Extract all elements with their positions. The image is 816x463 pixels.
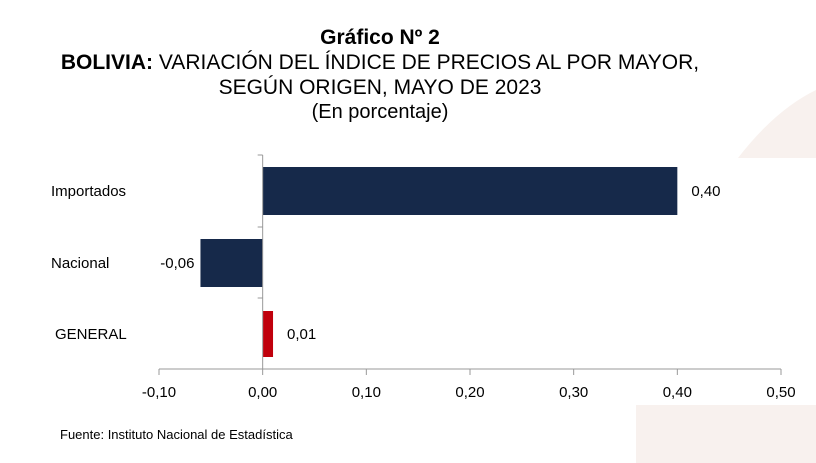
- chart-title-line1: BOLIVIA: VARIACIÓN DEL ÍNDICE DE PRECIOS…: [0, 50, 760, 75]
- x-tick-label: 0,30: [559, 384, 588, 401]
- x-tick-label: 0,00: [248, 384, 277, 401]
- bar-general: [262, 311, 274, 357]
- bar-nacional: [200, 239, 263, 287]
- data-label: -0,06: [160, 255, 194, 272]
- chart-titles: Gráfico Nº 2 BOLIVIA: VARIACIÓN DEL ÍNDI…: [0, 26, 760, 124]
- category-label: Importados: [51, 183, 126, 200]
- bar-importados: [262, 167, 678, 215]
- x-tick-label: -0,10: [142, 384, 176, 401]
- chart-title-line2: SEGÚN ORIGEN, MAYO DE 2023: [218, 76, 542, 99]
- chart-title-text: VARIACIÓN DEL ÍNDICE DE PRECIOS AL POR M…: [158, 51, 700, 74]
- chart-title-country: BOLIVIA:: [60, 51, 154, 74]
- x-tick-label: 0,40: [663, 384, 692, 401]
- category-label: GENERAL: [55, 326, 127, 343]
- source-note: Fuente: Instituto Nacional de Estadístic…: [60, 427, 293, 442]
- data-label: 0,40: [691, 183, 720, 200]
- x-tick-label: 0,50: [766, 384, 795, 401]
- chart-unit: (En porcentaje): [311, 101, 449, 123]
- data-label: 0,01: [287, 326, 316, 343]
- x-tick-label: 0,10: [352, 384, 381, 401]
- category-label: Nacional: [51, 255, 109, 272]
- chart-number: Gráfico Nº 2: [320, 26, 440, 49]
- x-tick-label: 0,20: [455, 384, 484, 401]
